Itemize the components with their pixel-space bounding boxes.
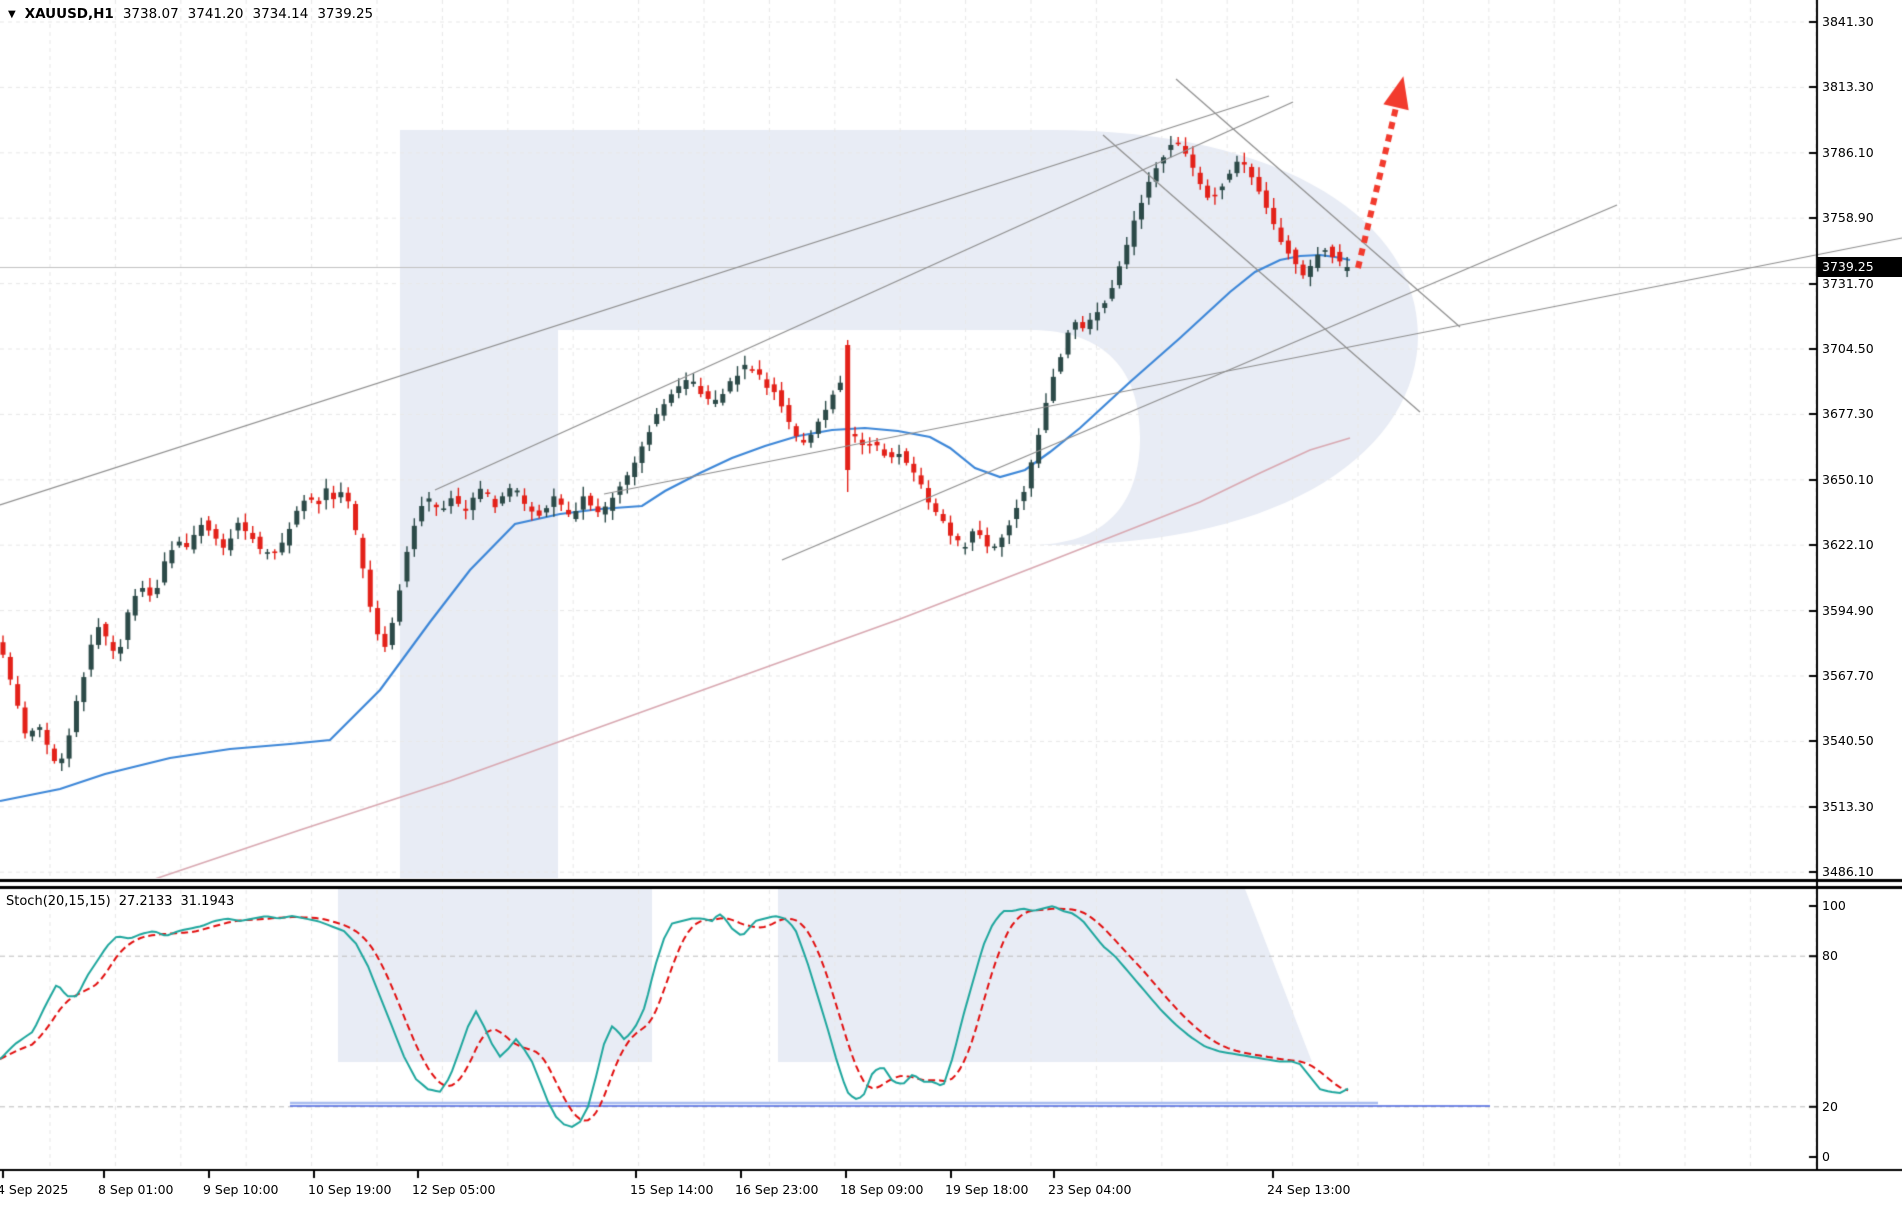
time-axis-label: 24 Sep 13:00 <box>1267 1182 1351 1197</box>
symbol-dropdown-icon[interactable]: ▼ <box>8 8 16 20</box>
time-axis-label: 8 Sep 01:00 <box>98 1182 174 1197</box>
price-axis-label: 3841.30 <box>1822 14 1874 29</box>
stoch-scale-label: 0 <box>1822 1149 1830 1164</box>
stochastic-label: Stoch(20,15,15) 27.2133 31.1943 <box>6 894 234 909</box>
indicator-name: Stoch(20,15,15) <box>6 894 111 909</box>
price-axis-label: 3650.10 <box>1822 472 1874 487</box>
price-axis-label: 3731.70 <box>1822 276 1874 291</box>
price-axis-label: 3594.90 <box>1822 603 1874 618</box>
price-axis-label: 3622.10 <box>1822 537 1874 552</box>
price-axis-label: 3567.70 <box>1822 668 1874 683</box>
price-axis-label: 3513.30 <box>1822 799 1874 814</box>
time-axis-label: 10 Sep 19:00 <box>308 1182 392 1197</box>
price-axis-label: 3540.50 <box>1822 733 1874 748</box>
ohlc-open: 3738.07 <box>122 6 179 22</box>
time-axis-label: 18 Sep 09:00 <box>840 1182 924 1197</box>
time-axis-label: 15 Sep 14:00 <box>630 1182 714 1197</box>
stoch-scale-label: 100 <box>1822 898 1846 913</box>
price-axis-label: 3786.10 <box>1822 145 1874 160</box>
stoch-d-value: 31.1943 <box>180 894 235 909</box>
price-axis-label: 3758.90 <box>1822 210 1874 225</box>
stoch-scale-label: 20 <box>1822 1098 1838 1114</box>
time-axis-label: 19 Sep 18:00 <box>945 1182 1029 1197</box>
time-axis-label: 23 Sep 04:00 <box>1048 1182 1132 1197</box>
time-axis-label: 16 Sep 23:00 <box>735 1182 819 1197</box>
stoch-k-value: 27.2133 <box>118 894 173 909</box>
price-axis-label: 3813.30 <box>1822 79 1874 94</box>
time-axis-label: 9 Sep 10:00 <box>203 1182 279 1197</box>
symbol-header: ▼ XAUUSD,H1 3738.07 3741.20 3734.14 3739… <box>8 6 373 22</box>
price-axis-label: 3677.30 <box>1822 406 1874 421</box>
time-axis-label: 12 Sep 05:00 <box>412 1182 496 1197</box>
symbol-timeframe: XAUUSD,H1 <box>24 6 114 22</box>
price-axis-label: 3486.10 <box>1822 864 1874 879</box>
price-axis-label: 3704.50 <box>1822 341 1874 356</box>
stoch-scale-label: 80 <box>1822 948 1838 964</box>
ohlc-high: 3741.20 <box>187 6 244 22</box>
current-price-marker: 3739.25 <box>1817 257 1902 277</box>
time-axis-label: 4 Sep 2025 <box>0 1182 69 1197</box>
ohlc-low: 3734.14 <box>252 6 309 22</box>
ohlc-close: 3739.25 <box>317 6 374 22</box>
